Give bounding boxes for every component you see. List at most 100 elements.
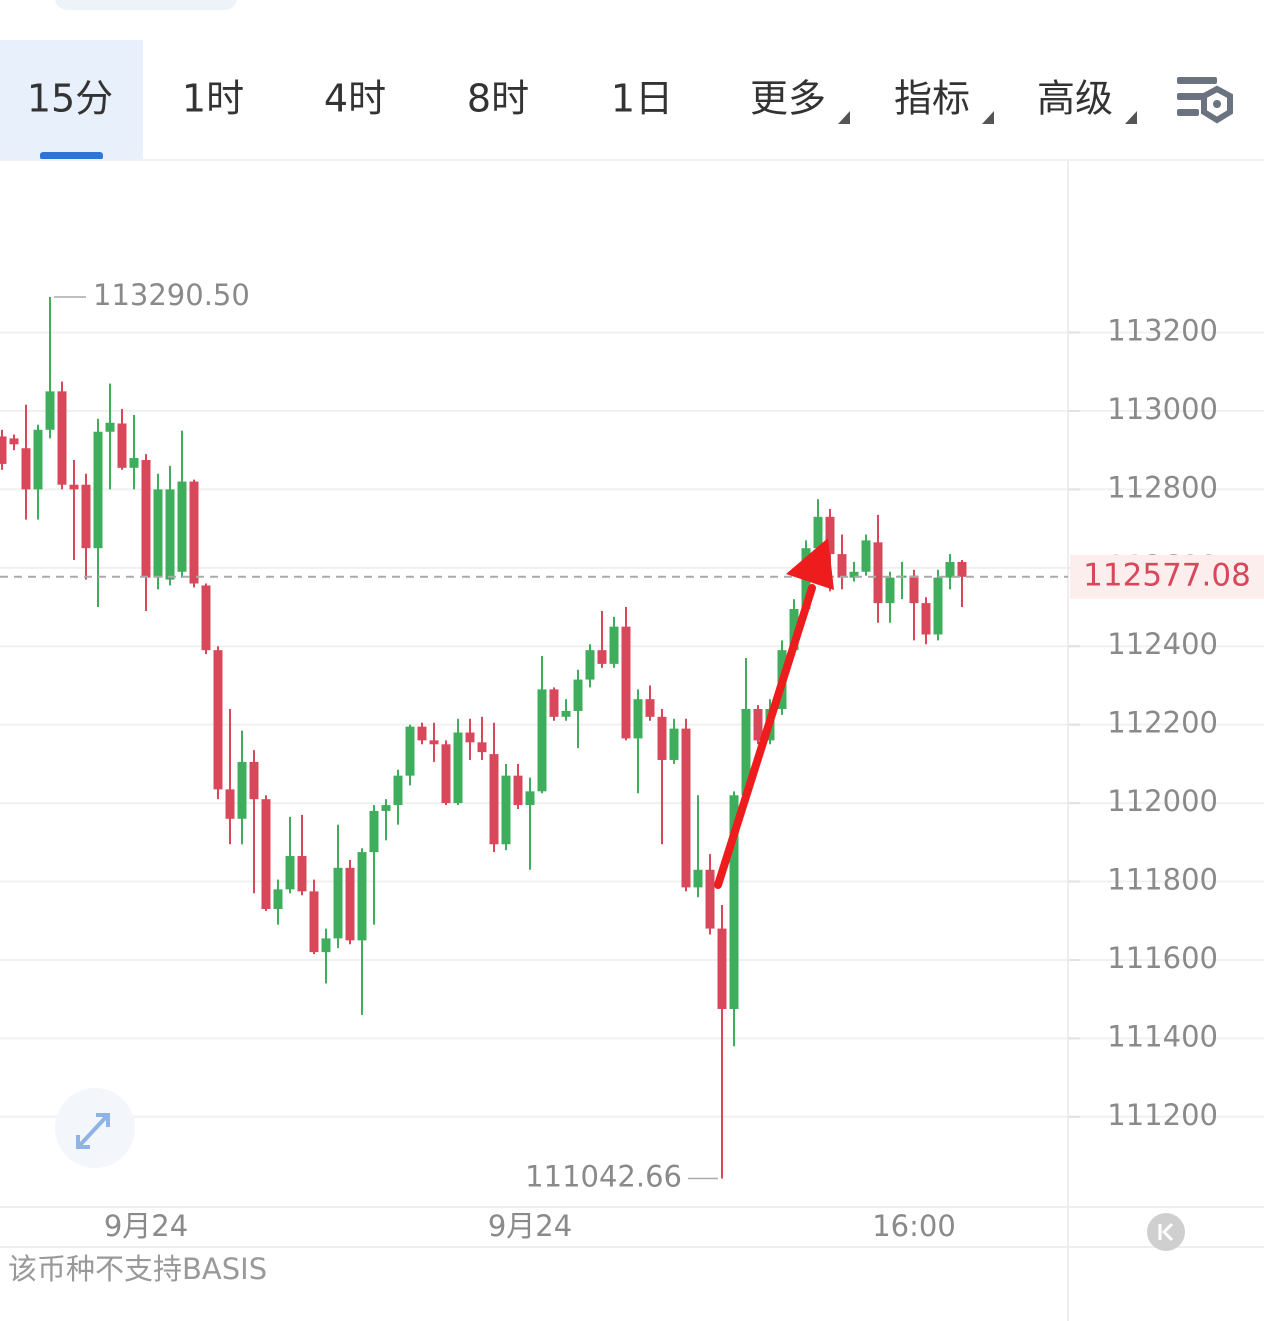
- candle-body: [885, 577, 895, 604]
- candle-body: [501, 775, 511, 845]
- candle-body: [93, 431, 103, 549]
- candle-body: [45, 391, 55, 430]
- candle-body: [681, 728, 691, 888]
- y-tick-label: 111200: [1107, 1098, 1218, 1132]
- candle-body: [0, 436, 7, 464]
- candle-body: [561, 710, 571, 717]
- candle-body: [129, 458, 139, 468]
- candle-body: [861, 540, 871, 572]
- grid: 111200 111400 111600 111800 112000 112200 1124…: [0, 314, 1264, 1243]
- candle-body: [705, 869, 715, 929]
- candle-body: [321, 938, 331, 953]
- tab[interactable]: 高级: [1037, 77, 1113, 121]
- trend-arrow: [714, 538, 834, 889]
- x-tick-label: 9月24: [104, 1209, 188, 1243]
- y-tick-label: 112200: [1107, 706, 1218, 740]
- dropdown-caret: [1125, 111, 1137, 124]
- candle-body: [921, 603, 931, 635]
- candle-body: [33, 429, 43, 490]
- candle-body: [225, 789, 235, 819]
- y-tick-label: 111600: [1107, 941, 1218, 975]
- candle-body: [309, 891, 319, 953]
- candle-body: [441, 744, 451, 804]
- candle-body: [597, 650, 607, 664]
- y-tick-label: 113000: [1107, 392, 1218, 426]
- candle-body: [849, 571, 859, 578]
- candle-body: [741, 708, 751, 796]
- candle-body: [81, 484, 91, 549]
- candle-body: [165, 489, 175, 580]
- x-tick-label: 9月24: [488, 1209, 572, 1243]
- candle-body: [537, 689, 547, 792]
- last-price-tag: [1070, 554, 1264, 599]
- settings-icon[interactable]: [1177, 77, 1233, 124]
- x-tick-label: 16:00: [872, 1209, 956, 1243]
- candle-body: [837, 554, 847, 578]
- top-fragment: [55, 0, 237, 10]
- candle-body: [465, 732, 475, 743]
- candle-body: [549, 689, 559, 717]
- low-label: 111042.66: [525, 1160, 682, 1194]
- tab[interactable]: 指标: [894, 77, 970, 121]
- tab[interactable]: 8时: [467, 77, 529, 121]
- candle-body: [621, 626, 631, 739]
- candle-body: [645, 699, 655, 717]
- candle-body: [105, 422, 115, 432]
- high-label: 113290.50: [93, 278, 250, 312]
- y-tick-label: 112400: [1107, 627, 1218, 661]
- candle-body: [825, 516, 835, 555]
- tab[interactable]: 更多: [750, 77, 826, 121]
- candle-body: [813, 516, 823, 549]
- tab[interactable]: 1日: [611, 77, 673, 121]
- candle-body: [369, 810, 379, 853]
- candle-body: [177, 481, 187, 572]
- candle-body: [513, 775, 523, 806]
- candle-body: [333, 867, 343, 939]
- last-price-label: 112577.08: [1083, 557, 1251, 593]
- candle-body: [573, 679, 583, 711]
- candle-body: [273, 889, 283, 909]
- candle-body: [393, 775, 403, 806]
- candle-body: [909, 575, 919, 604]
- candle-body: [525, 791, 535, 806]
- candle-body: [201, 585, 211, 651]
- candle-body: [957, 561, 967, 577]
- candle-body: [693, 869, 703, 888]
- candle-body: [237, 761, 247, 819]
- candle-body: [381, 805, 391, 811]
- expand-button[interactable]: [55, 1088, 135, 1168]
- candle-body: [213, 650, 223, 790]
- y-tick-label: 112800: [1107, 470, 1218, 504]
- tab[interactable]: 1时: [182, 77, 244, 121]
- candle-body: [945, 561, 955, 578]
- candle-body: [9, 438, 19, 445]
- candle-body: [153, 489, 163, 578]
- candle-body: [69, 484, 79, 490]
- candles: 113290.50 111042.66 112577.08: [0, 278, 1264, 1194]
- candle-body: [477, 742, 487, 753]
- candle-body: [585, 650, 595, 680]
- candle-body: [285, 856, 295, 890]
- tab[interactable]: 4时: [324, 77, 386, 121]
- candle-body: [57, 391, 67, 485]
- dropdown-caret: [838, 111, 850, 124]
- candle-body: [261, 799, 271, 909]
- back-to-latest[interactable]: [1147, 1213, 1185, 1251]
- y-tick-label: 113200: [1107, 314, 1218, 348]
- candle-body: [405, 726, 415, 776]
- candle-body: [429, 740, 439, 745]
- y-tick-label: 111800: [1107, 863, 1218, 897]
- candle-body: [189, 481, 199, 584]
- tab[interactable]: 15分: [27, 77, 113, 121]
- candle-body: [249, 761, 259, 800]
- dropdown-caret: [982, 111, 994, 124]
- candle-body: [717, 928, 727, 1009]
- candle-body: [789, 608, 799, 651]
- candle-body: [873, 542, 883, 604]
- candle-body: [21, 448, 31, 490]
- footer-note: 该币种不支持BASIS: [8, 1252, 267, 1286]
- candle-body: [489, 754, 499, 845]
- y-tick-label: 112000: [1107, 784, 1218, 818]
- y-tick-label: 111400: [1107, 1019, 1218, 1053]
